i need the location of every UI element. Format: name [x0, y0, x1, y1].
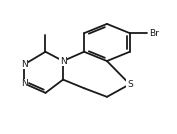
Text: Br: Br [149, 29, 159, 38]
Text: S: S [127, 80, 133, 89]
Text: N: N [21, 79, 28, 88]
Text: N: N [60, 57, 66, 66]
Text: N: N [21, 60, 28, 69]
